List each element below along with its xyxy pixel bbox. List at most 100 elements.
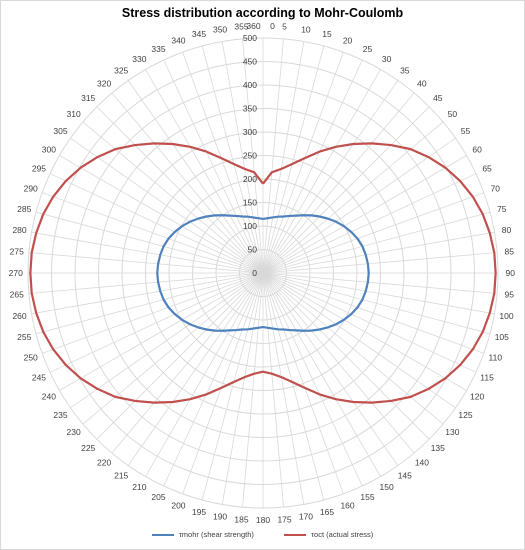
spoke-105 xyxy=(262,272,491,335)
angle-label-110: 110 xyxy=(489,353,503,363)
spoke-70 xyxy=(262,192,484,274)
radial-label-100: 100 xyxy=(243,221,257,231)
spoke-40 xyxy=(262,92,415,274)
spoke-155 xyxy=(262,272,363,487)
angle-label-225: 225 xyxy=(81,443,95,453)
angle-label-75: 75 xyxy=(497,204,507,214)
spoke-165 xyxy=(262,272,325,501)
angle-label-340: 340 xyxy=(171,36,185,46)
angle-label-185: 185 xyxy=(234,514,248,524)
spoke-115 xyxy=(262,272,477,373)
spoke-285 xyxy=(35,211,264,274)
angle-label-135: 135 xyxy=(431,443,445,453)
spoke-80 xyxy=(262,231,495,274)
angle-label-180: 180 xyxy=(256,515,270,525)
angle-label-305: 305 xyxy=(53,126,67,136)
radial-label-50: 50 xyxy=(248,245,258,255)
spoke-175 xyxy=(262,272,284,508)
angle-label-260: 260 xyxy=(12,311,26,321)
spoke-315 xyxy=(96,106,264,274)
angle-label-355: 355 xyxy=(234,22,248,32)
radial-label-0: 0 xyxy=(252,268,257,278)
spoke-290 xyxy=(42,192,264,274)
spoke-85 xyxy=(262,252,498,274)
angle-label-335: 335 xyxy=(151,44,165,54)
angle-label-200: 200 xyxy=(171,500,185,510)
angle-label-60: 60 xyxy=(472,144,482,154)
spoke-135 xyxy=(262,272,430,440)
angle-label-140: 140 xyxy=(415,457,429,467)
spoke-10 xyxy=(262,41,305,274)
angle-label-160: 160 xyxy=(340,500,354,510)
legend: τmohr (shear strength) τoct (actual stre… xyxy=(0,530,525,539)
radial-label-500: 500 xyxy=(243,33,257,43)
spoke-230 xyxy=(82,272,264,425)
spoke-190 xyxy=(221,272,264,505)
series-lines xyxy=(29,142,497,404)
angle-label-205: 205 xyxy=(151,492,165,502)
radial-label-350: 350 xyxy=(243,104,257,114)
spoke-215 xyxy=(127,272,264,466)
spoke-240 xyxy=(59,272,264,391)
spoke-280 xyxy=(31,231,264,274)
spoke-15 xyxy=(262,45,325,274)
spoke-5 xyxy=(262,38,284,274)
angle-label-245: 245 xyxy=(32,372,46,382)
legend-swatch-toct xyxy=(284,534,306,537)
spoke-300 xyxy=(59,155,264,274)
angle-label-120: 120 xyxy=(470,392,484,402)
chart-title: Stress distribution according to Mohr-Co… xyxy=(121,6,404,20)
angle-label-295: 295 xyxy=(32,164,46,174)
angle-label-65: 65 xyxy=(482,164,492,174)
angle-label-15: 15 xyxy=(322,29,332,39)
angle-label-125: 125 xyxy=(458,410,472,420)
angle-label-175: 175 xyxy=(277,514,291,524)
angle-label-85: 85 xyxy=(505,246,515,256)
series-line-0 xyxy=(156,214,370,332)
angle-label-35: 35 xyxy=(400,65,410,75)
spoke-205 xyxy=(163,272,264,487)
angular-spokes xyxy=(28,38,498,508)
angle-label-320: 320 xyxy=(97,79,111,89)
spoke-160 xyxy=(262,272,344,494)
angle-label-165: 165 xyxy=(320,507,334,517)
angle-label-235: 235 xyxy=(53,410,67,420)
angle-label-170: 170 xyxy=(299,511,313,521)
spoke-55 xyxy=(262,137,456,274)
spoke-50 xyxy=(262,121,444,274)
angle-label-300: 300 xyxy=(42,144,56,154)
spoke-35 xyxy=(262,80,399,274)
radial-label-300: 300 xyxy=(243,127,257,137)
spoke-295 xyxy=(49,173,264,274)
angle-label-350: 350 xyxy=(213,25,227,35)
radial-label-450: 450 xyxy=(243,57,257,67)
angle-label-360: 360 xyxy=(246,21,260,31)
angle-label-105: 105 xyxy=(495,332,509,342)
angle-label-240: 240 xyxy=(42,392,56,402)
legend-item-toct: τoct (actual stress) xyxy=(284,530,373,539)
spoke-260 xyxy=(31,272,264,315)
radial-label-250: 250 xyxy=(243,151,257,161)
angle-label-190: 190 xyxy=(213,511,227,521)
spoke-30 xyxy=(262,69,381,274)
spoke-170 xyxy=(262,272,305,505)
spoke-275 xyxy=(28,252,264,274)
angle-label-230: 230 xyxy=(67,427,81,437)
angle-label-70: 70 xyxy=(491,183,501,193)
angle-label-10: 10 xyxy=(301,25,311,35)
spoke-150 xyxy=(262,272,381,477)
spoke-60 xyxy=(262,155,467,274)
angle-label-25: 25 xyxy=(363,44,373,54)
angle-label-195: 195 xyxy=(192,507,206,517)
spoke-125 xyxy=(262,272,456,409)
angle-label-210: 210 xyxy=(132,482,146,492)
angle-label-95: 95 xyxy=(505,290,515,300)
spoke-65 xyxy=(262,173,477,274)
spoke-225 xyxy=(96,272,264,440)
spoke-20 xyxy=(262,52,344,274)
angle-label-155: 155 xyxy=(360,492,374,502)
legend-label-toct: τoct (actual stress) xyxy=(311,530,374,539)
angle-label-330: 330 xyxy=(132,54,146,64)
angle-label-310: 310 xyxy=(67,109,81,119)
